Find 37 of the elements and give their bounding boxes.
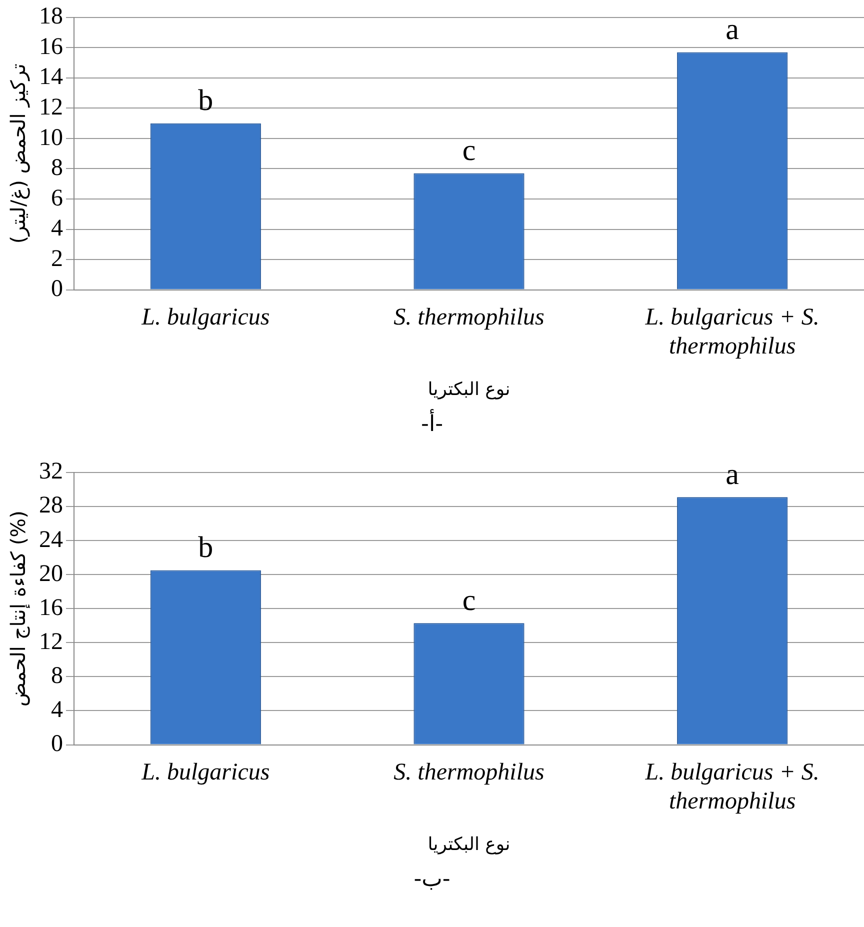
y-tick-label: 8 xyxy=(51,155,63,182)
x-axis-title: نوع البكتريا xyxy=(428,834,510,855)
y-tick-label: 4 xyxy=(51,697,63,724)
x-tick-label: S. thermophilus xyxy=(394,760,544,786)
y-tick-label: 20 xyxy=(39,560,63,587)
x-tick-label: S. thermophilus xyxy=(394,304,544,331)
annotation: b xyxy=(198,531,214,564)
annotation: a xyxy=(726,13,739,46)
y-tick-label: 14 xyxy=(39,64,63,90)
y-axis-title: كفاءة إنتاج الحمض (%) xyxy=(6,510,30,707)
x-tick-label: L. bulgaricus xyxy=(140,760,270,786)
y-tick-label: 6 xyxy=(51,185,63,212)
y-tick-label: 8 xyxy=(51,662,63,689)
x-tick-label: L. bulgaricus + S. thermophilus xyxy=(644,304,820,360)
y-axis-title: تركيز الحمض (غ/ليتر) xyxy=(6,64,30,244)
y-tick-label: 18 xyxy=(39,4,63,30)
y-tick-label: 32 xyxy=(39,458,63,485)
y-tick-label: 4 xyxy=(51,216,63,242)
annotation: c xyxy=(462,134,476,168)
x-tick-label: L. bulgaricus xyxy=(140,304,270,331)
y-tick-label: 28 xyxy=(39,492,63,519)
y-tick-label: 2 xyxy=(51,246,63,272)
text: -أ- xyxy=(420,408,444,439)
y-tick-label: 0 xyxy=(51,276,63,302)
y-tick-label: 16 xyxy=(39,594,63,621)
x-axis-title: نوع البكتريا xyxy=(428,378,510,400)
annotation: b xyxy=(198,84,214,118)
x-tick-label: L. bulgaricus + S. thermophilus xyxy=(644,760,820,814)
annotation: c xyxy=(462,584,476,617)
y-tick-label: 12 xyxy=(39,94,63,120)
y-tick-label: 10 xyxy=(39,124,63,151)
y-tick-label: 0 xyxy=(51,731,63,758)
y-tick-label: 16 xyxy=(39,34,63,60)
annotation: a xyxy=(726,458,739,491)
text: -ب- xyxy=(412,866,452,894)
y-tick-label: 24 xyxy=(39,526,63,553)
y-tick-label: 12 xyxy=(39,628,63,655)
